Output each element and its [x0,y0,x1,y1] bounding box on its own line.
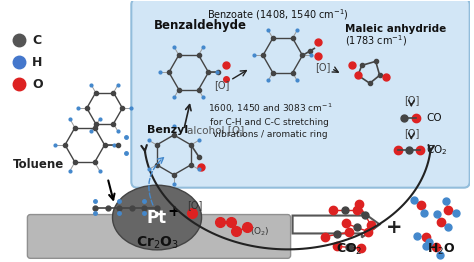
Text: C: C [32,34,42,47]
Ellipse shape [112,185,201,250]
Text: Benzaldehyde: Benzaldehyde [154,19,247,31]
Text: CO$_2$: CO$_2$ [426,143,447,157]
Text: alcohol [O]: alcohol [O] [187,125,244,135]
Text: Pt: Pt [147,209,167,227]
Text: +: + [167,204,180,219]
Text: Benzoate (1408, 1540 cm$^{-1}$): Benzoate (1408, 1540 cm$^{-1}$) [207,7,349,22]
FancyBboxPatch shape [27,215,291,258]
Text: CO: CO [426,113,442,123]
Text: [O]: [O] [404,128,419,138]
Text: Toluene: Toluene [13,158,64,171]
Text: H$_2$O: H$_2$O [427,242,455,257]
Text: Cr$_2$O$_3$: Cr$_2$O$_3$ [136,234,179,251]
Text: 1600, 1450 and 3083 cm$^{-1}$
for C-H and C-C stretching
vibrations / aromatic r: 1600, 1450 and 3083 cm$^{-1}$ for C-H an… [208,102,332,139]
Text: (1783 cm$^{-1}$): (1783 cm$^{-1}$) [345,33,407,48]
FancyArrow shape [292,212,380,237]
Text: [O]: [O] [187,200,202,210]
Text: [O]: [O] [214,80,229,90]
Text: Benzyl: Benzyl [147,125,188,135]
Text: (O$_2$): (O$_2$) [250,225,270,238]
Text: [O]: [O] [316,62,331,72]
Text: Maleic anhydride: Maleic anhydride [345,24,447,34]
Text: [O]: [O] [404,95,419,105]
Text: H: H [32,56,43,69]
Text: CO$_2$: CO$_2$ [336,242,362,257]
Text: +: + [386,218,403,237]
FancyBboxPatch shape [131,0,470,188]
Text: O: O [32,78,43,91]
